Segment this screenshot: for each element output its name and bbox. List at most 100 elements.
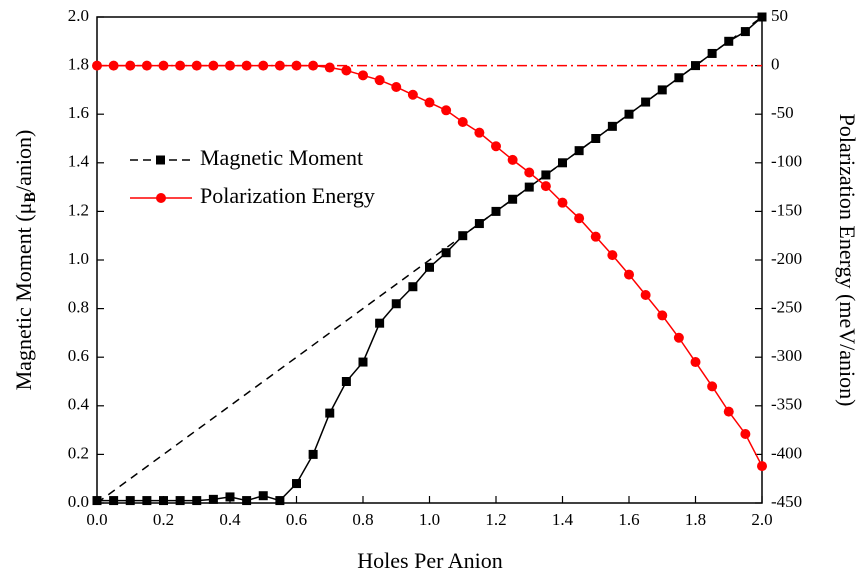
- y2-tick-label: -300: [771, 346, 802, 365]
- x-tick-label: 0.8: [352, 510, 373, 529]
- marker: [624, 109, 634, 119]
- marker: [424, 97, 435, 108]
- marker: [674, 73, 684, 83]
- marker: [723, 406, 734, 417]
- marker: [641, 97, 651, 107]
- x-tick-label: 0.4: [219, 510, 241, 529]
- marker: [491, 206, 501, 216]
- y-axis-title: Magnetic Moment (μB/anion): [11, 130, 39, 391]
- marker: [441, 105, 452, 116]
- marker: [757, 461, 767, 472]
- marker: [225, 492, 235, 502]
- y-tick-label: 0.2: [68, 443, 89, 462]
- y2-tick-label: -150: [771, 200, 802, 219]
- marker: [441, 248, 451, 258]
- marker: [308, 449, 318, 459]
- marker: [607, 121, 617, 131]
- marker: [707, 48, 717, 58]
- marker: [740, 428, 751, 439]
- marker: [274, 60, 285, 71]
- marker: [574, 146, 584, 156]
- marker: [507, 154, 518, 165]
- marker: [657, 85, 667, 95]
- x-tick-label: 0.0: [86, 510, 107, 529]
- y2-tick-label: -250: [771, 298, 802, 317]
- marker: [92, 60, 102, 71]
- y2-tick-label: 50: [771, 6, 788, 25]
- y-title-sub: B: [22, 192, 39, 203]
- marker: [474, 219, 484, 229]
- marker: [291, 60, 302, 71]
- marker: [142, 496, 152, 506]
- marker: [724, 36, 734, 46]
- marker: [341, 377, 351, 386]
- marker: [757, 12, 767, 22]
- marker: [557, 197, 568, 208]
- marker: [308, 60, 319, 71]
- y2-tick-label: -350: [771, 395, 802, 414]
- marker: [275, 496, 285, 506]
- marker: [524, 182, 534, 192]
- marker: [158, 60, 169, 71]
- marker: [324, 62, 335, 73]
- marker: [358, 357, 368, 367]
- y-tick-label: 0.6: [68, 346, 89, 365]
- y-tick-label: 0.4: [68, 395, 90, 414]
- marker: [591, 134, 601, 143]
- marker: [192, 496, 202, 506]
- legend-marker: [156, 155, 165, 165]
- marker: [141, 60, 152, 71]
- y-tick-label: 1.2: [68, 200, 89, 219]
- x-tick-label: 0.2: [153, 510, 174, 529]
- marker: [657, 310, 668, 321]
- y2-tick-label: -100: [771, 152, 802, 171]
- y-title-part: /anion): [11, 130, 36, 192]
- y-tick-label: 2.0: [68, 6, 89, 25]
- marker: [191, 60, 202, 71]
- x-tick-label: 0.6: [286, 510, 307, 529]
- marker: [258, 60, 269, 71]
- marker: [707, 381, 718, 392]
- marker: [425, 262, 434, 272]
- marker: [325, 408, 335, 418]
- y-tick-label: 1.8: [68, 55, 89, 74]
- marker: [624, 269, 634, 280]
- y-tick-label: 1.4: [68, 152, 90, 171]
- marker: [341, 65, 352, 76]
- marker: [159, 496, 168, 506]
- y2-tick-label: 0: [771, 55, 780, 74]
- marker: [407, 89, 418, 100]
- legend-label: Magnetic Moment: [200, 145, 363, 170]
- marker: [458, 231, 468, 241]
- marker: [524, 167, 535, 178]
- marker: [474, 127, 485, 138]
- marker: [574, 213, 585, 224]
- marker: [92, 496, 102, 506]
- marker: [491, 141, 501, 152]
- marker: [108, 60, 119, 71]
- marker: [242, 496, 252, 506]
- y2-tick-label: -400: [771, 443, 802, 462]
- x-tick-label: 1.6: [618, 510, 639, 529]
- marker: [125, 60, 136, 71]
- y-tick-label: 1.6: [68, 103, 89, 122]
- marker: [391, 299, 401, 309]
- legend-marker: [156, 193, 166, 203]
- marker: [691, 61, 700, 71]
- y-tick-label: 0.8: [68, 298, 89, 317]
- marker: [175, 496, 185, 506]
- marker: [457, 116, 468, 127]
- y2-axis-title: Polarization Energy (meV/anion): [835, 114, 860, 407]
- marker: [375, 318, 385, 328]
- marker: [358, 70, 368, 81]
- marker: [673, 332, 684, 343]
- marker: [408, 282, 418, 292]
- x-tick-label: 2.0: [751, 510, 772, 529]
- x-tick-label: 1.4: [552, 510, 574, 529]
- marker: [225, 60, 235, 71]
- marker: [640, 289, 651, 300]
- x-tick-label: 1.0: [419, 510, 440, 529]
- marker: [374, 75, 385, 86]
- marker: [541, 170, 551, 180]
